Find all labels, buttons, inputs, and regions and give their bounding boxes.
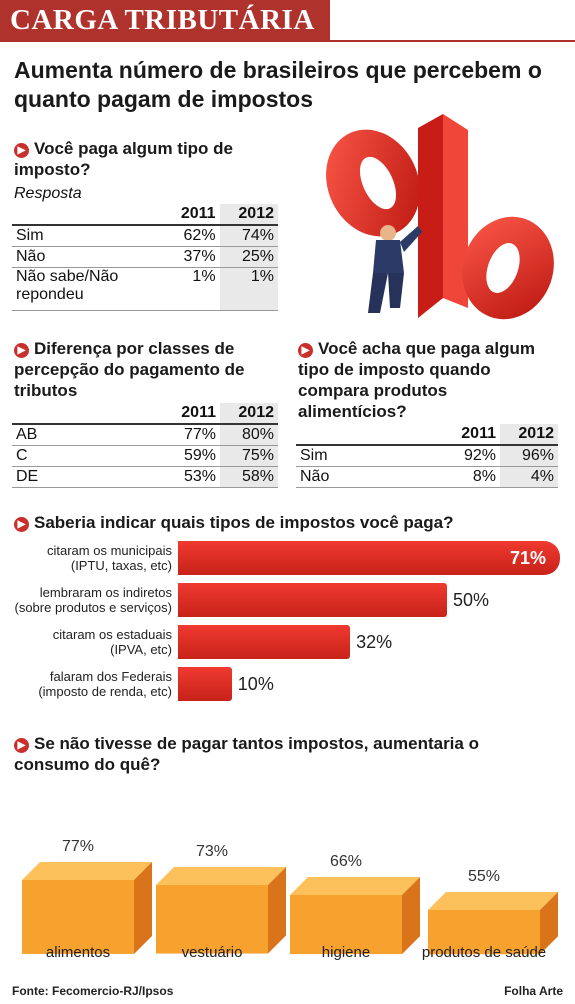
bar	[178, 541, 560, 575]
q3-year-2012: 2012	[500, 424, 558, 446]
table-row: Não sabe/Não repondeu 1% 1%	[12, 267, 278, 311]
row-label: DE	[12, 466, 162, 488]
column	[156, 867, 286, 954]
q1-heading: ▶ Você paga algum tipo de imposto?	[14, 138, 264, 180]
bullet-arrow-icon: ▶	[14, 343, 29, 358]
cell-2012: 1%	[219, 267, 278, 311]
column	[290, 876, 420, 954]
bar-value-label: 10%	[237, 674, 274, 694]
bar-category-label: falaram dos Federais (imposto de renda, e…	[38, 669, 172, 699]
q1-header-row: 2011 2012	[12, 204, 278, 226]
table-row: DE 53% 58%	[12, 466, 278, 488]
row-label: Não	[12, 246, 162, 268]
table-row: Não 37% 25%	[12, 246, 278, 268]
q3-heading: ▶ Você acha que paga algum tipo de impost…	[298, 338, 558, 422]
title-banner: CARGA TRIBUTÁRIA	[0, 0, 330, 40]
column-value-label: 73%	[195, 843, 229, 861]
column	[428, 891, 558, 954]
cell-2011: 62%	[161, 225, 220, 247]
cell-2012: 58%	[220, 466, 278, 488]
headline: Aumenta número de brasileiros que perceb…	[14, 57, 542, 112]
column-category-label: produtos de saúde	[421, 944, 547, 961]
banner-rule	[0, 40, 575, 42]
consumption-column-chart: 77% alimentos 73% vestuário 66% higiene 55% pro…	[0, 800, 575, 975]
column-category-label: higiene	[321, 944, 371, 961]
bar	[178, 667, 232, 701]
cell-2012: 80%	[220, 424, 278, 446]
cell-2012: 74%	[219, 225, 278, 247]
q1-question: Você paga algum tipo de imposto?	[14, 139, 233, 179]
table-row: Não 8% 4%	[296, 466, 558, 488]
cell-2011: 77%	[162, 424, 220, 446]
column-category-label: alimentos	[45, 944, 111, 961]
credit-note: Folha Arte	[504, 984, 563, 998]
cell-2012: 75%	[220, 445, 278, 467]
q2-question: Diferença por classes de percepção do pa…	[14, 339, 245, 400]
q4-heading: ▶ Saberia indicar quais tipos de impostos…	[14, 512, 569, 533]
bar-value-label: 50%	[453, 590, 490, 610]
q3-year-2011: 2011	[442, 424, 500, 446]
column-value-label: 77%	[61, 838, 95, 856]
bar-value-label: 32%	[356, 632, 393, 652]
source-note: Fonte: Fecomercio-RJ/Ipsos	[12, 984, 174, 998]
table-row: Sim 92% 96%	[296, 445, 558, 467]
q3-header-row: 2011 2012	[296, 424, 558, 446]
bar	[178, 625, 351, 659]
cell-2011: 8%	[442, 466, 500, 488]
q1-year-2012: 2012	[219, 204, 278, 226]
row-label: Não sabe/Não repondeu	[12, 267, 162, 311]
bar-value-label: 71%	[510, 548, 547, 568]
cell-2012: 4%	[500, 466, 558, 488]
row-label: Não	[296, 466, 442, 488]
cell-2011: 59%	[162, 445, 220, 467]
q2-year-2012: 2012	[220, 403, 278, 425]
bullet-arrow-icon: ▶	[14, 738, 29, 753]
bar-category-label: lembraram os indiretos (sobre produtos e …	[14, 585, 172, 615]
q5-heading: ▶ Se não tivesse de pagar tantos impostos…	[14, 733, 559, 775]
bullet-arrow-icon: ▶	[14, 517, 29, 532]
bar	[178, 583, 447, 617]
percent-sign-illustration	[326, 114, 554, 320]
cell-2012: 96%	[500, 445, 558, 467]
tax-types-bar-chart: citaram os municipais (IPTU, taxas, etc) 7…	[0, 535, 575, 710]
q3-table: 2011 2012 Sim 92% 96% Não 8% 4%	[296, 424, 558, 488]
q5-question: Se não tivesse de pagar tantos impostos,…	[14, 734, 479, 774]
q4-question: Saberia indicar quais tipos de impostos …	[34, 513, 454, 532]
q2-heading: ▶ Diferença por classes de percepção do p…	[14, 338, 284, 401]
cell-2011: 37%	[161, 246, 220, 268]
bullet-arrow-icon: ▶	[298, 343, 313, 358]
table-row: C 59% 75%	[12, 445, 278, 467]
row-label: AB	[12, 424, 162, 446]
column	[22, 862, 152, 954]
row-label: Sim	[12, 225, 162, 247]
table-row: AB 77% 80%	[12, 424, 278, 446]
cell-2011: 53%	[162, 466, 220, 488]
row-label: Sim	[296, 445, 442, 467]
bar-category-label: citaram os municipais (IPTU, taxas, etc)	[47, 543, 172, 573]
banner-title: CARGA TRIBUTÁRIA	[10, 4, 315, 36]
cell-2011: 92%	[442, 445, 500, 467]
bullet-arrow-icon: ▶	[14, 143, 29, 158]
row-label: C	[12, 445, 162, 467]
q1-subtitle: Resposta	[14, 185, 82, 202]
bar-category-label: citaram os estaduais (IPVA, etc)	[52, 627, 172, 657]
table-row: Sim 62% 74%	[12, 225, 278, 247]
q1-table: 2011 2012 Sim 62% 74% Não 37% 25% Não sabe/Nã…	[12, 204, 278, 311]
column-value-label: 66%	[329, 852, 363, 870]
q1-year-2011: 2011	[161, 204, 220, 226]
cell-2012: 25%	[219, 246, 278, 268]
cell-2011: 1%	[161, 267, 220, 311]
q3-question: Você acha que paga algum tipo de imposto…	[298, 339, 535, 421]
q2-table: 2011 2012 AB 77% 80% C 59% 75% DE 53% 58%	[12, 403, 278, 488]
column-category-label: vestuário	[181, 944, 243, 961]
q2-header-row: 2011 2012	[12, 403, 278, 425]
column-value-label: 55%	[467, 867, 501, 885]
q2-year-2011: 2011	[162, 403, 220, 425]
